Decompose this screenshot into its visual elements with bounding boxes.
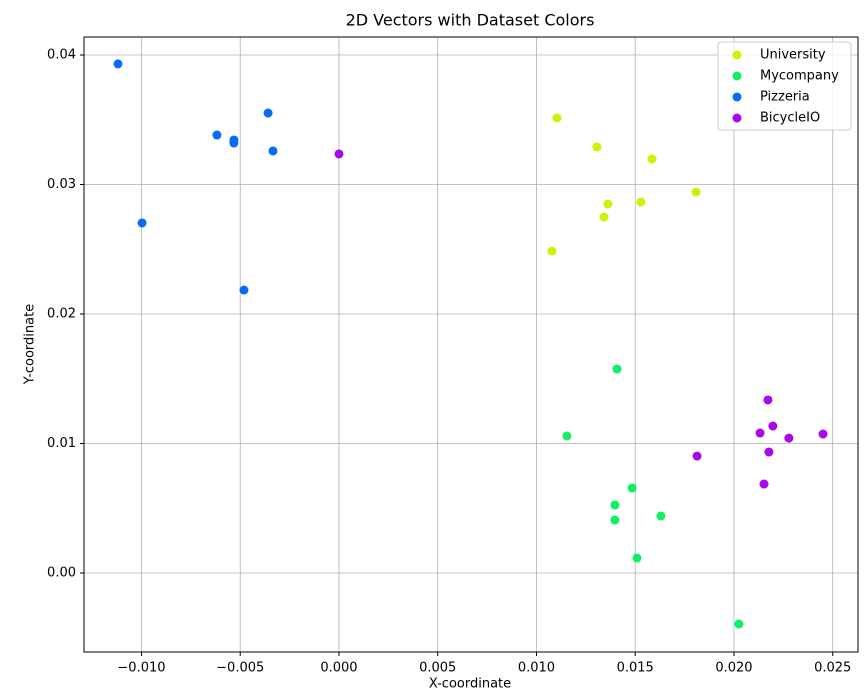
point bbox=[636, 197, 646, 207]
legend-label: University bbox=[760, 48, 826, 63]
point bbox=[239, 285, 249, 295]
point bbox=[656, 511, 666, 521]
point bbox=[627, 483, 637, 493]
point bbox=[612, 364, 622, 374]
point bbox=[113, 59, 123, 69]
point bbox=[552, 113, 562, 123]
plot-frame bbox=[83, 36, 859, 653]
point bbox=[137, 218, 147, 228]
legend-marker bbox=[732, 71, 742, 81]
x-tick-label: 0.010 bbox=[518, 661, 555, 676]
y-tick-label: 0.04 bbox=[47, 48, 76, 63]
legend-marker bbox=[732, 113, 742, 123]
point bbox=[603, 199, 613, 209]
point bbox=[763, 395, 773, 405]
point bbox=[818, 429, 828, 439]
point bbox=[768, 421, 778, 431]
point bbox=[632, 553, 642, 563]
x-tick-label: 0.000 bbox=[320, 661, 357, 676]
y-tick-label: 0.00 bbox=[47, 566, 76, 581]
y-tick-label: 0.03 bbox=[47, 177, 76, 192]
point bbox=[263, 108, 273, 118]
legend-label: Pizzeria bbox=[760, 90, 810, 105]
legend-box bbox=[717, 41, 852, 131]
x-tick-label: 0.020 bbox=[715, 661, 752, 676]
point bbox=[229, 138, 239, 148]
x-tick-label: 0.015 bbox=[617, 661, 654, 676]
legend-label: BicycleIO bbox=[760, 111, 820, 126]
point bbox=[692, 451, 702, 461]
point bbox=[764, 447, 774, 457]
y-tick-label: 0.02 bbox=[47, 307, 76, 322]
x-tick-label: −0.005 bbox=[216, 661, 264, 676]
chart-title: 2D Vectors with Dataset Colors bbox=[346, 11, 595, 30]
point bbox=[547, 246, 557, 256]
point bbox=[759, 479, 769, 489]
legend-marker bbox=[732, 92, 742, 102]
point bbox=[592, 142, 602, 152]
point bbox=[691, 187, 701, 197]
x-tick-label: 0.005 bbox=[419, 661, 456, 676]
y-axis-label: Y-coordinate bbox=[23, 304, 38, 385]
legend-marker bbox=[732, 50, 742, 60]
point bbox=[734, 619, 744, 629]
point bbox=[647, 154, 657, 164]
point bbox=[212, 130, 222, 140]
y-tick-label: 0.01 bbox=[47, 436, 76, 451]
point bbox=[610, 515, 620, 525]
point bbox=[610, 500, 620, 510]
point bbox=[334, 149, 344, 159]
point bbox=[755, 428, 765, 438]
x-tick-label: −0.010 bbox=[117, 661, 165, 676]
legend-label: Mycompany bbox=[760, 69, 839, 84]
x-axis-label: X-coordinate bbox=[429, 677, 511, 688]
point bbox=[784, 433, 794, 443]
x-tick-label: 0.025 bbox=[814, 661, 851, 676]
point bbox=[599, 212, 609, 222]
point bbox=[268, 146, 278, 156]
point bbox=[562, 431, 572, 441]
